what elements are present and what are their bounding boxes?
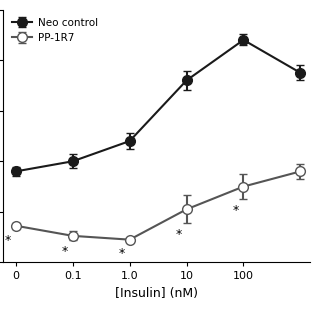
X-axis label: [Insulin] (nM): [Insulin] (nM)	[115, 287, 198, 300]
Text: *: *	[175, 228, 181, 241]
Text: *: *	[61, 245, 68, 258]
Text: *: *	[118, 246, 125, 260]
Text: *: *	[4, 234, 11, 247]
Text: *: *	[232, 204, 238, 217]
Legend: Neo control, PP-1R7: Neo control, PP-1R7	[8, 15, 101, 46]
